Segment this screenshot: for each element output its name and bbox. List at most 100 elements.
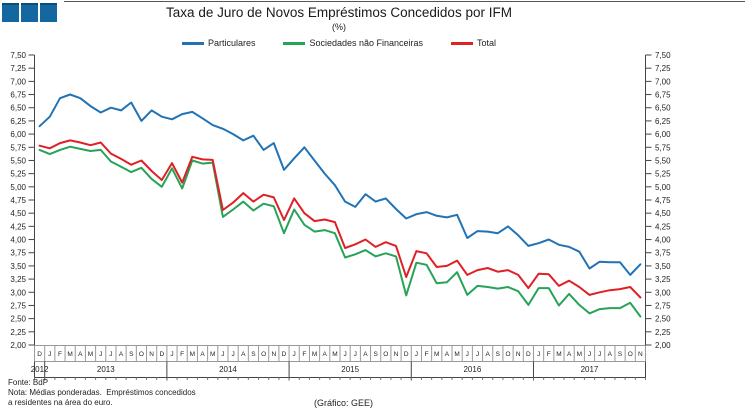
y-axis-left: 7,50 7,25 7,00 6,75 6,50 6,25 6,00 5,75 5,50 5,25… xyxy=(10,51,35,350)
month-label: A xyxy=(485,351,490,358)
month-label: D xyxy=(159,351,164,358)
month-label: M xyxy=(190,351,195,358)
y-axis-label-right: 4,00 xyxy=(655,236,671,245)
legend-line-swatch-icon xyxy=(451,41,474,45)
month-label: S xyxy=(618,351,623,358)
month-label: M xyxy=(434,351,439,358)
month-label: J xyxy=(588,351,591,358)
month-label: O xyxy=(383,351,388,358)
y-axis-label-right: 5,25 xyxy=(655,170,671,179)
y-axis-label-right: 4,50 xyxy=(655,209,671,218)
y-axis-label-left: 2,00 xyxy=(10,341,26,350)
y-axis-label-right: 5,00 xyxy=(655,183,671,192)
y-axis-label-left: 5,00 xyxy=(10,183,26,192)
month-label: M xyxy=(67,351,72,358)
month-label: A xyxy=(200,351,205,358)
y-axis-label-right: 6,50 xyxy=(655,104,671,113)
month-label: F xyxy=(547,351,551,358)
month-label: F xyxy=(302,351,306,358)
month-label: D xyxy=(526,351,531,358)
month-label: A xyxy=(445,351,450,358)
y-axis-label-left: 2,50 xyxy=(10,315,26,324)
y-axis-label-left: 4,50 xyxy=(10,209,26,218)
month-label: F xyxy=(58,351,62,358)
month-label: J xyxy=(293,351,296,358)
month-label: J xyxy=(476,351,479,358)
month-label: A xyxy=(78,351,83,358)
y-axis-label-left: 7,00 xyxy=(10,77,26,86)
y-axis-label-left: 6,75 xyxy=(10,91,26,100)
legend-line-swatch-icon xyxy=(181,41,204,45)
month-label: O xyxy=(628,351,633,358)
y-axis-label-right: 5,75 xyxy=(655,143,671,152)
month-label: J xyxy=(415,351,418,358)
legend-label: Total xyxy=(477,38,497,48)
legend-label: Sociedades não Financeiras xyxy=(309,38,424,48)
month-label: S xyxy=(496,351,501,358)
methodology-note-line1: Nota: Médias ponderadas. Empréstimos con… xyxy=(8,388,196,397)
month-label: O xyxy=(505,351,510,358)
y-axis-label-right: 7,50 xyxy=(655,51,671,60)
month-label: A xyxy=(323,351,328,358)
y-axis-label-right: 7,25 xyxy=(655,64,671,73)
y-axis-label-left: 5,50 xyxy=(10,156,26,165)
month-label: M xyxy=(454,351,459,358)
month-label: J xyxy=(231,351,234,358)
chart-title: Taxa de Juro de Novos Empréstimos Conced… xyxy=(166,5,512,20)
y-axis-label-left: 4,00 xyxy=(10,236,26,245)
month-label: A xyxy=(363,351,368,358)
y-axis-label-right: 6,25 xyxy=(655,117,671,126)
y-axis-label-left: 5,75 xyxy=(10,143,26,152)
month-label: N xyxy=(271,351,276,358)
methodology-note-line2: a residentes na área do euro. xyxy=(8,398,113,407)
y-axis-label-left: 4,75 xyxy=(10,196,26,205)
logo-square-icon xyxy=(2,3,19,22)
chart-subtitle: (%) xyxy=(332,22,346,32)
year-label: 2016 xyxy=(463,365,481,374)
y-axis-label-left: 4,25 xyxy=(10,222,26,231)
month-label: A xyxy=(567,351,572,358)
legend: Particulares Sociedades não Financeiras … xyxy=(0,38,678,48)
month-label: J xyxy=(99,351,102,358)
legend-line-swatch-icon xyxy=(283,41,306,45)
y-axis-label-right: 4,25 xyxy=(655,222,671,231)
month-label: M xyxy=(332,351,337,358)
y-axis-label-right: 6,75 xyxy=(655,91,671,100)
y-axis-label-left: 3,75 xyxy=(10,249,26,258)
y-axis-right: 7,50 7,25 7,00 6,75 6,50 6,25 6,00 5,75 5,50 5,25… xyxy=(645,51,671,350)
legend-item-total: Total xyxy=(451,38,496,48)
month-label: J xyxy=(466,351,469,358)
month-label: S xyxy=(129,351,134,358)
y-axis-label-right: 4,75 xyxy=(655,196,671,205)
y-axis-label-right: 2,75 xyxy=(655,301,671,310)
y-axis-label-left: 7,50 xyxy=(10,51,26,60)
month-label: A xyxy=(608,351,613,358)
month-label: N xyxy=(149,351,154,358)
year-label: 2017 xyxy=(581,365,599,374)
y-axis-label-right: 2,50 xyxy=(655,315,671,324)
y-axis-label-left: 2,75 xyxy=(10,301,26,310)
month-label: N xyxy=(394,351,399,358)
month-label: A xyxy=(119,351,124,358)
month-label: M xyxy=(577,351,582,358)
year-label: 2012 xyxy=(31,365,49,374)
month-label: J xyxy=(109,351,112,358)
axes xyxy=(34,55,646,378)
y-axis-label-right: 2,00 xyxy=(655,341,671,350)
month-label: A xyxy=(241,351,246,358)
month-label: N xyxy=(638,351,643,358)
month-label: J xyxy=(598,351,601,358)
y-axis-label-left: 5,25 xyxy=(10,170,26,179)
month-label: S xyxy=(373,351,378,358)
month-label: J xyxy=(537,351,540,358)
y-axis-label-right: 5,50 xyxy=(655,156,671,165)
y-axis-label-left: 3,25 xyxy=(10,275,26,284)
month-label: D xyxy=(282,351,287,358)
month-label: S xyxy=(251,351,256,358)
month-label: D xyxy=(404,351,409,358)
y-axis-label-right: 3,00 xyxy=(655,288,671,297)
y-axis-label-left: 6,50 xyxy=(10,104,26,113)
